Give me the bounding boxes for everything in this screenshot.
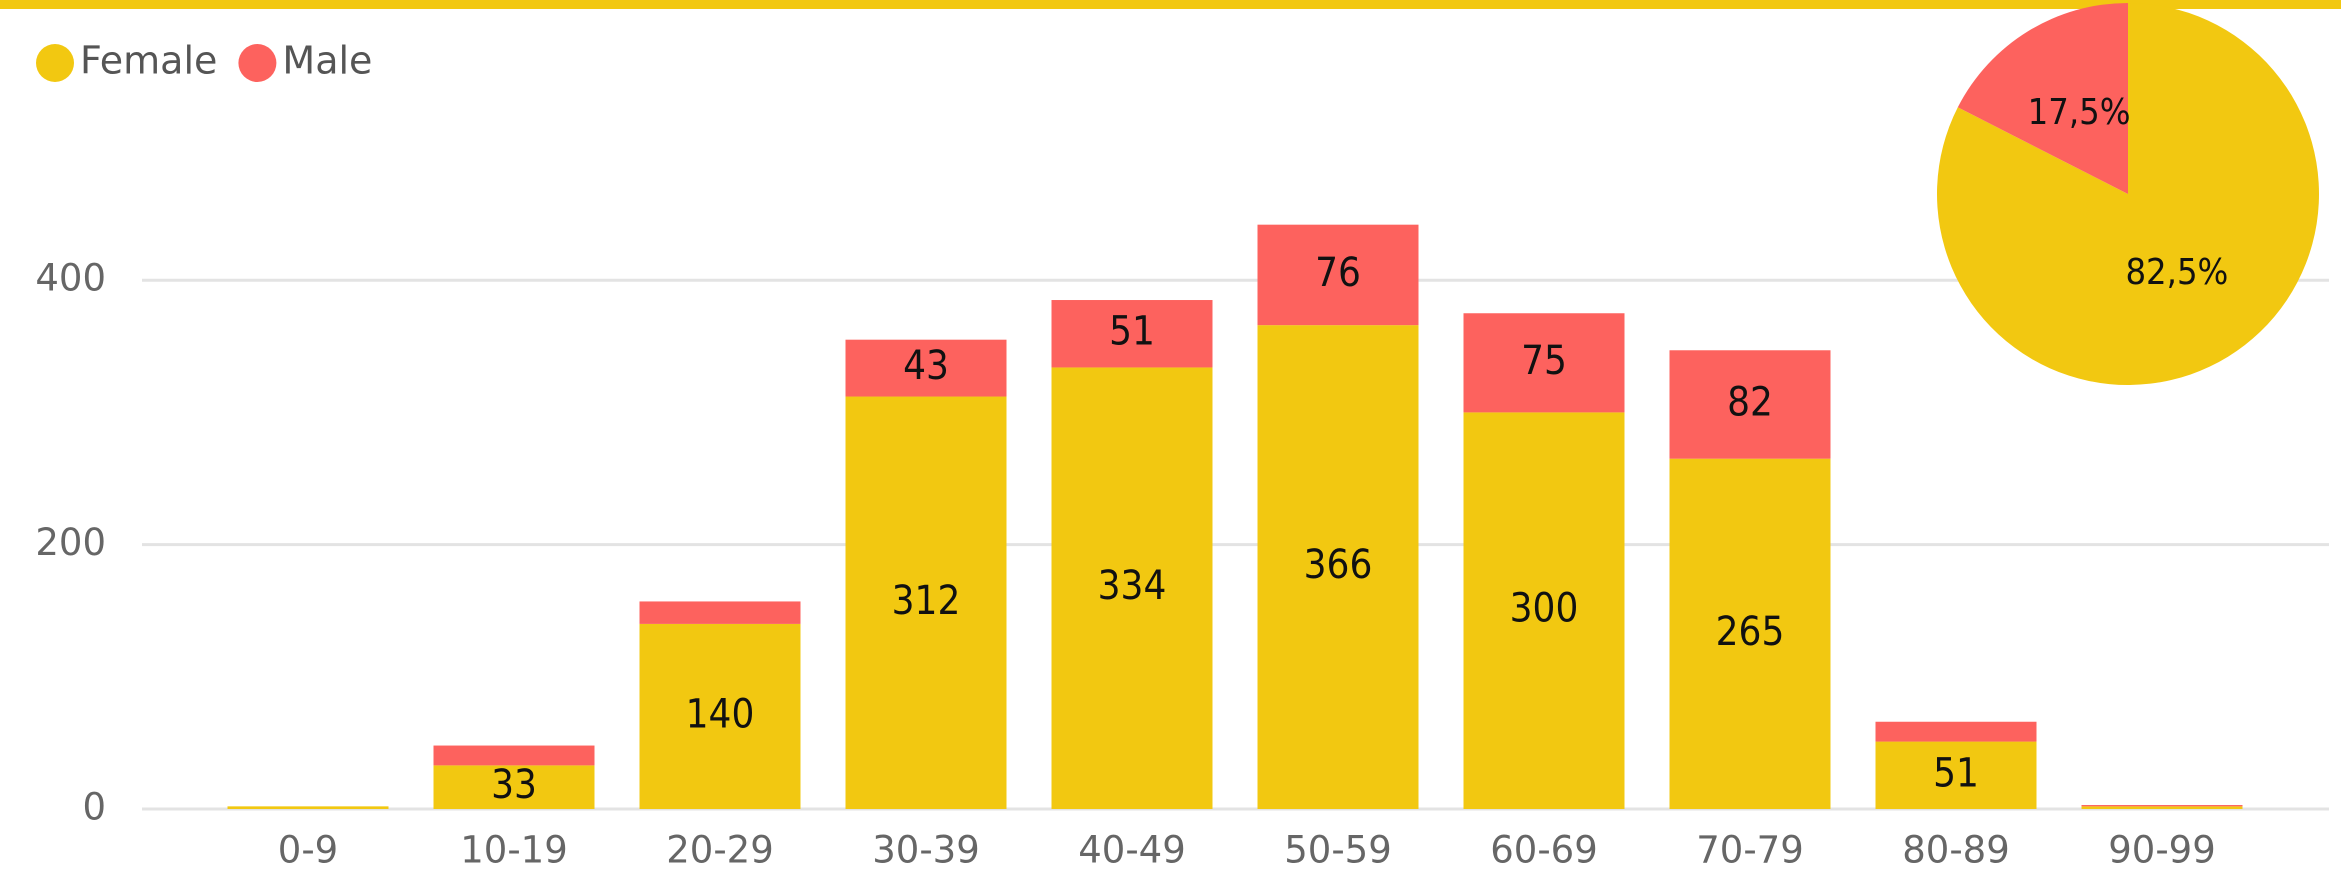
x-tick-label: 60-69 bbox=[1490, 829, 1598, 872]
data-label: 51 bbox=[1109, 309, 1155, 355]
y-tick-label: 0 bbox=[82, 786, 106, 829]
pie-label: 82,5% bbox=[2125, 252, 2228, 293]
data-label: 366 bbox=[1304, 542, 1373, 588]
y-tick-label: 400 bbox=[35, 257, 106, 300]
bar-segment bbox=[227, 806, 389, 809]
bar-segment bbox=[433, 765, 595, 809]
data-label: 82 bbox=[1727, 379, 1773, 425]
bar-segment bbox=[1463, 412, 1625, 809]
legend-swatch bbox=[36, 44, 74, 82]
bar-segment bbox=[1051, 300, 1213, 368]
legend-label: Male bbox=[282, 39, 372, 83]
bar-segment bbox=[1669, 350, 1831, 459]
bar-segment bbox=[845, 396, 1007, 809]
top-bar bbox=[0, 0, 2341, 9]
x-tick-label: 0-9 bbox=[278, 829, 338, 872]
bar-segment bbox=[1875, 721, 2037, 742]
bar-segment bbox=[1669, 458, 1831, 809]
bar-segment bbox=[433, 745, 595, 766]
data-label: 334 bbox=[1098, 563, 1167, 609]
data-label: 75 bbox=[1521, 338, 1567, 384]
bar-segment bbox=[845, 339, 1007, 397]
data-label: 43 bbox=[903, 343, 949, 389]
data-label: 51 bbox=[1933, 750, 1979, 796]
x-tick-label: 80-89 bbox=[1902, 829, 2010, 872]
bar-segment bbox=[1875, 741, 2037, 809]
x-tick-label: 40-49 bbox=[1078, 829, 1186, 872]
x-tick-label: 10-19 bbox=[460, 829, 568, 872]
data-label: 140 bbox=[686, 691, 755, 737]
legend-swatch bbox=[238, 44, 277, 82]
bar-segment bbox=[2081, 806, 2243, 809]
x-tick-label: 90-99 bbox=[2108, 829, 2216, 872]
pie-label: 17,5% bbox=[2028, 92, 2131, 133]
data-label: 265 bbox=[1716, 609, 1785, 655]
bar-segment bbox=[1463, 313, 1625, 413]
x-tick-label: 20-29 bbox=[666, 829, 774, 872]
data-label: 76 bbox=[1315, 250, 1361, 296]
bar-segment bbox=[1257, 224, 1419, 326]
bar-segment bbox=[1257, 325, 1419, 809]
legend-label: Female bbox=[80, 39, 217, 83]
y-tick-label: 200 bbox=[35, 521, 106, 564]
data-label: 300 bbox=[1510, 586, 1579, 632]
x-tick-label: 50-59 bbox=[1284, 829, 1392, 872]
bar-segment bbox=[2081, 805, 2243, 807]
bar-segment bbox=[1051, 367, 1213, 809]
bar-segment bbox=[639, 601, 801, 624]
x-tick-label: 70-79 bbox=[1696, 829, 1804, 872]
x-tick-label: 30-39 bbox=[872, 829, 980, 872]
data-label: 312 bbox=[892, 578, 961, 624]
bar-segment bbox=[639, 623, 801, 809]
data-label: 33 bbox=[491, 762, 537, 808]
pie-slice bbox=[1957, 3, 2128, 194]
